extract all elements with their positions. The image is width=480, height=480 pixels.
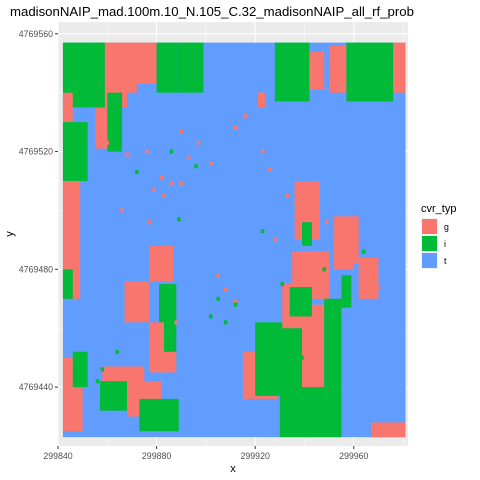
- tile-cell-i: [177, 217, 181, 222]
- tile-region-g: [257, 92, 266, 108]
- tile-region-g: [149, 245, 174, 282]
- tile-cell-g: [273, 237, 277, 242]
- tile-cell-g: [152, 187, 156, 192]
- x-axis: 299840 299880 299920 299960: [43, 446, 369, 461]
- tile-cell-g: [243, 114, 248, 119]
- tile-cell-i: [115, 349, 119, 354]
- tile-region-i: [107, 92, 123, 152]
- tile-cell-g: [169, 181, 174, 187]
- tile-cell-g: [179, 181, 183, 187]
- tile-cell-g: [216, 273, 220, 278]
- tile-cell-i: [100, 367, 105, 372]
- legend-swatch-g: [422, 219, 437, 234]
- tile-region-i: [62, 269, 73, 299]
- legend-swatch-t: [422, 253, 437, 268]
- tile-cell-g: [339, 243, 344, 248]
- tile-region-i: [302, 222, 312, 246]
- tile-region-i: [62, 122, 88, 181]
- tile-region-g: [371, 422, 406, 438]
- tile-cell-g: [120, 208, 124, 213]
- tile-region-i: [139, 398, 179, 432]
- tile-region-g: [124, 69, 137, 93]
- tile-cell-g: [174, 320, 179, 325]
- tile-cell-i: [280, 281, 285, 287]
- tile-cell-g: [145, 149, 149, 154]
- tile-region-g: [309, 51, 325, 90]
- tile-cell-i: [135, 170, 139, 175]
- tile-region-g: [149, 322, 164, 373]
- tile-cell-i: [361, 249, 366, 254]
- tile-region-i: [176, 42, 204, 93]
- tile-cell-g: [260, 149, 265, 154]
- tile-cell-g: [209, 161, 213, 166]
- tile-cell-g: [159, 175, 164, 181]
- tile-cell-g: [233, 299, 238, 304]
- tile-region-g: [329, 45, 347, 93]
- tile-region-i: [72, 351, 88, 388]
- tile-cell-g: [162, 193, 166, 198]
- legend-label-t: t: [444, 256, 447, 266]
- x-tick-label: 299840: [43, 451, 72, 461]
- tile-region-g: [62, 92, 73, 128]
- tile-cell-g: [285, 193, 289, 198]
- tile-region-g: [358, 257, 379, 299]
- tile-cell-i: [194, 164, 198, 169]
- tile-cell-i: [233, 302, 238, 307]
- tile-cell-g: [359, 270, 363, 275]
- tile-cell-g: [186, 155, 191, 160]
- tile-region-i: [289, 287, 312, 317]
- tile-cell-i: [322, 267, 326, 272]
- tile-cell-g: [233, 125, 238, 131]
- tile-cell-g: [223, 287, 228, 293]
- tile-cell-g: [147, 220, 151, 225]
- x-tick-label: 299880: [142, 451, 171, 461]
- legend: cvr_typ git: [421, 203, 456, 269]
- raster-tiles: [62, 42, 406, 438]
- y-axis-label: y: [4, 231, 16, 237]
- legend-swatch-i: [422, 236, 437, 251]
- x-axis-label: x: [230, 463, 236, 475]
- legend-label-g: g: [444, 222, 449, 232]
- tile-cell-g: [105, 140, 110, 145]
- tile-cell-g: [324, 220, 329, 225]
- tile-region-g: [107, 42, 128, 108]
- tile-cell-g: [196, 140, 201, 145]
- plot-panel: [57, 22, 408, 446]
- tile-region-i: [99, 381, 128, 411]
- tile-region-i: [341, 275, 352, 308]
- tile-cell-i: [223, 320, 228, 325]
- tile-region-i: [255, 322, 305, 396]
- tile-region-i: [324, 298, 342, 388]
- legend-label-i: i: [444, 239, 446, 249]
- tile-cell-i: [260, 228, 265, 234]
- tile-cell-g: [376, 284, 381, 290]
- tile-cell-i: [95, 379, 100, 384]
- tile-cell-g: [268, 167, 272, 172]
- y-tick-label: 4769480: [19, 264, 53, 274]
- tile-cell-i: [300, 355, 304, 360]
- x-tick-label: 299920: [241, 451, 270, 461]
- tile-region-i: [156, 42, 177, 93]
- tile-cell-g: [125, 299, 129, 304]
- tile-region-g: [334, 251, 354, 270]
- tile-cell-g: [179, 128, 183, 134]
- legend-title: cvr_typ: [421, 203, 456, 215]
- tile-region-i: [279, 387, 342, 438]
- y-axis: 4769440 4769480 4769520 4769560: [19, 29, 58, 392]
- y-tick-label: 4769560: [19, 29, 53, 39]
- tile-region-g: [62, 181, 81, 299]
- y-tick-label: 4769440: [19, 382, 53, 392]
- tile-region-i: [346, 42, 394, 102]
- x-tick-label: 299960: [339, 451, 368, 461]
- tile-cell-i: [216, 296, 220, 301]
- tile-cell-g: [125, 152, 129, 157]
- tile-region-g: [393, 42, 406, 93]
- tile-cell-i: [209, 314, 213, 319]
- tile-region-i: [274, 42, 310, 102]
- tile-region-g: [161, 351, 177, 373]
- tile-cell-i: [169, 149, 174, 154]
- chart-title: madisonNAIP_mad.100m.10_N.105_C.32_madis…: [10, 4, 414, 19]
- y-tick-label: 4769520: [19, 147, 53, 157]
